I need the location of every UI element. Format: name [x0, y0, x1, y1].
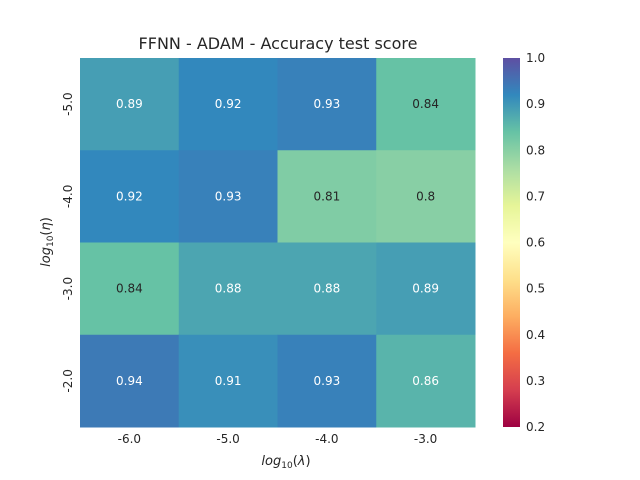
cell-value-label: 0.93	[314, 374, 341, 388]
y-tick-label: -3.0	[61, 277, 75, 300]
cell-value-label: 0.92	[215, 97, 242, 111]
y-tick-label: -2.0	[61, 369, 75, 392]
heatmap-cell	[277, 150, 377, 243]
heatmap-cell	[376, 242, 476, 336]
y-tick-labels: -5.0 -4.0 -3.0 -2.0	[61, 92, 75, 392]
chart-title: FFNN - ADAM - Accuracy test score	[139, 34, 418, 53]
heatmap-cell	[277, 242, 377, 336]
heatmap-cell	[178, 150, 278, 243]
x-tick-labels: -6.0 -5.0 -4.0 -3.0	[118, 432, 438, 446]
colorbar-tick-label: 1.0	[526, 51, 545, 65]
heatmap-cell	[277, 334, 377, 428]
colorbar-tick-label: 0.2	[526, 420, 545, 434]
colorbar	[503, 58, 520, 427]
heatmap-cell	[178, 242, 278, 336]
heatmap-cell	[376, 334, 476, 428]
cell-value-label: 0.94	[116, 374, 143, 388]
cell-value-label: 0.84	[116, 282, 143, 296]
y-tick-label: -5.0	[61, 92, 75, 115]
cell-value-label: 0.8	[416, 189, 435, 203]
colorbar-tick-label: 0.7	[526, 189, 545, 203]
x-axis-label: log10(λ)	[261, 454, 310, 471]
colorbar-tick-label: 0.5	[526, 282, 545, 296]
heatmap-cell	[80, 58, 180, 151]
heatmap-cell	[376, 58, 476, 151]
heatmap-cell	[376, 150, 476, 243]
y-tick-label: -4.0	[61, 185, 75, 208]
cell-value-label: 0.84	[412, 97, 439, 111]
cell-value-label: 0.86	[412, 374, 439, 388]
colorbar-tick-label: 0.6	[526, 236, 545, 250]
x-tick-label: -6.0	[118, 432, 141, 446]
y-axis-label: log10(η)	[39, 217, 56, 267]
colorbar-tick-label: 0.4	[526, 328, 545, 342]
cell-value-label: 0.89	[116, 97, 143, 111]
cell-value-label: 0.88	[215, 282, 242, 296]
x-tick-label: -4.0	[315, 432, 338, 446]
heatmap-cell	[178, 58, 278, 151]
heatmap-cell	[80, 242, 180, 336]
heatmap-cell	[80, 334, 180, 428]
x-tick-label: -3.0	[414, 432, 437, 446]
colorbar-tick-label: 0.8	[526, 143, 545, 157]
colorbar-tick-label: 0.3	[526, 374, 545, 388]
cell-value-label: 0.93	[215, 189, 242, 203]
colorbar-tick-label: 0.9	[526, 97, 545, 111]
colorbar-tick-labels: 0.2 0.3 0.4 0.5 0.6 0.7 0.8 0.9 1.0	[526, 51, 545, 434]
heatmap-cells	[80, 58, 476, 428]
cell-value-label: 0.92	[116, 189, 143, 203]
cell-value-label: 0.93	[314, 97, 341, 111]
x-tick-label: -5.0	[216, 432, 239, 446]
cell-value-label: 0.88	[314, 282, 341, 296]
cell-value-label: 0.81	[314, 189, 341, 203]
heatmap-cell-labels: 0.89 0.92 0.93 0.84 0.92 0.93 0.81 0.8 0.84 0.88 0…	[116, 97, 439, 388]
heatmap-cell	[178, 334, 278, 428]
cell-value-label: 0.91	[215, 374, 242, 388]
cell-value-label: 0.89	[412, 282, 439, 296]
heatmap-cell	[277, 58, 377, 151]
heatmap-cell	[80, 150, 180, 243]
